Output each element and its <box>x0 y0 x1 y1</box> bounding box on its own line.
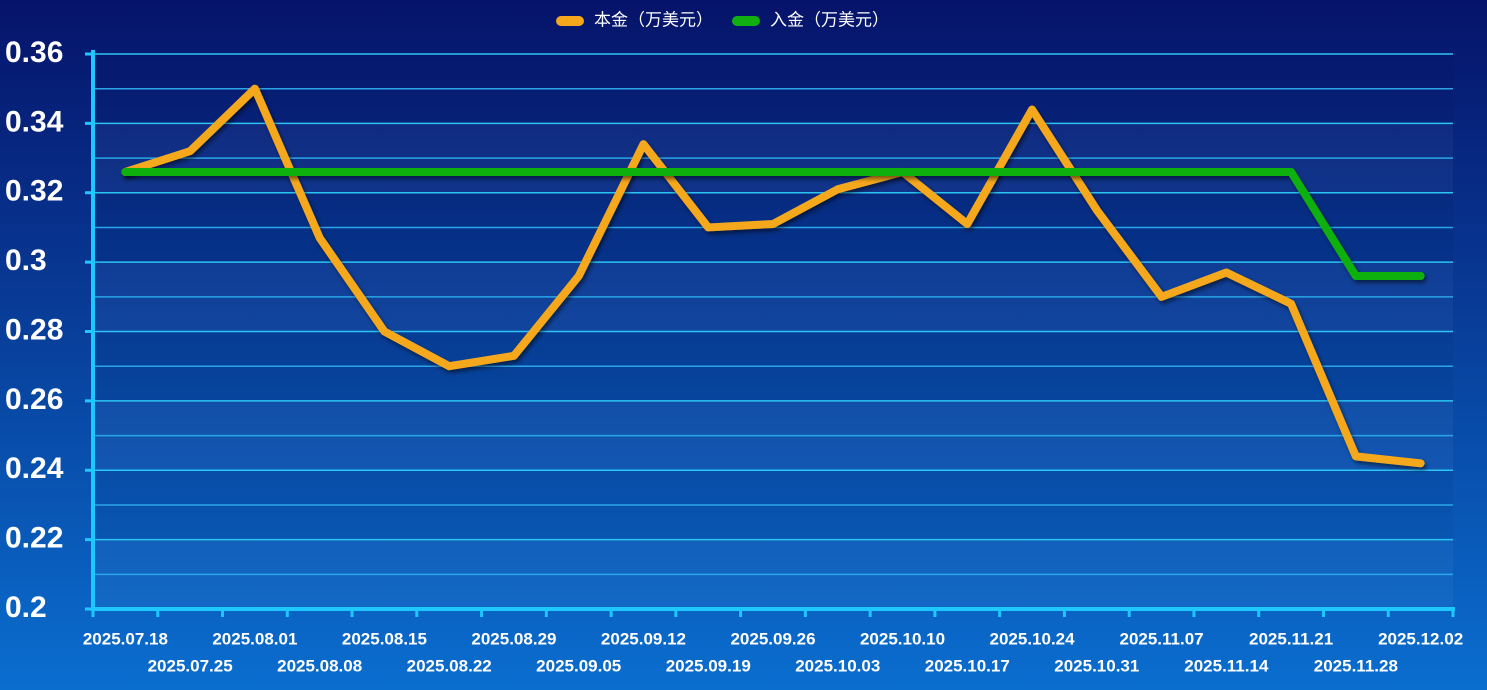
x-tick-label: 2025.09.19 <box>666 656 751 675</box>
x-tick-label: 2025.08.08 <box>277 656 362 675</box>
x-tick-label: 2025.08.01 <box>212 629 297 648</box>
series-line <box>121 84 1425 468</box>
y-tick-label: 0.3 <box>5 244 47 277</box>
x-tick-label: 2025.11.28 <box>1314 656 1398 675</box>
legend-label: 本金（万美元） <box>594 10 713 29</box>
y-tick-label: 0.32 <box>5 175 63 208</box>
x-tick-label: 2025.08.29 <box>471 629 556 648</box>
x-tick-label: 2025.12.02 <box>1378 629 1463 648</box>
x-tick-label: 2025.10.24 <box>990 629 1076 648</box>
plot-area: 0.2 0.22 0.24 0.26 0.28 0.3 0.32 0.34 0.36 2025.0… <box>5 36 1463 676</box>
x-tick-label: 2025.11.07 <box>1119 629 1203 648</box>
x-tick-label: 2025.07.18 <box>83 629 168 648</box>
x-tick-label: 2025.08.15 <box>342 629 427 648</box>
x-tick-label: 2025.10.03 <box>795 656 880 675</box>
y-tick-label: 0.26 <box>5 383 63 416</box>
x-tick-label: 2025.09.05 <box>536 656 621 675</box>
x-tick-label: 2025.08.22 <box>407 656 492 675</box>
x-tick-label: 2025.10.31 <box>1054 656 1139 675</box>
y-tick-label: 0.36 <box>5 36 63 69</box>
y-tick-label: 0.34 <box>5 105 64 138</box>
x-tick-label: 2025.07.25 <box>148 656 233 675</box>
y-tick-label: 0.24 <box>5 452 64 485</box>
series-line <box>121 167 1425 280</box>
y-tick-label: 0.2 <box>5 591 47 624</box>
x-tick-label: 2025.11.14 <box>1184 656 1269 675</box>
x-tick-label: 2025.11.21 <box>1249 629 1333 648</box>
x-tick-label: 2025.09.26 <box>730 629 815 648</box>
x-tick-label: 2025.10.17 <box>925 656 1010 675</box>
x-tick-label: 2025.09.12 <box>601 629 686 648</box>
legend: 本金（万美元） 入金（万美元） <box>556 10 889 29</box>
y-tick-label: 0.22 <box>5 522 63 555</box>
x-tick-label: 2025.10.10 <box>860 629 945 648</box>
y-tick-label: 0.28 <box>5 313 63 346</box>
legend-label: 入金（万美元） <box>770 10 889 29</box>
